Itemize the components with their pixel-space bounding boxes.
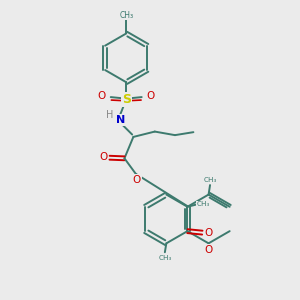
Text: O: O xyxy=(99,152,107,162)
Text: N: N xyxy=(116,115,125,125)
Text: O: O xyxy=(205,228,213,238)
Text: O: O xyxy=(146,91,155,101)
Text: CH₃: CH₃ xyxy=(203,177,217,183)
Text: CH₃: CH₃ xyxy=(196,201,210,207)
Text: O: O xyxy=(204,245,213,255)
Text: CH₃: CH₃ xyxy=(119,11,133,20)
Text: H: H xyxy=(106,110,113,120)
Text: O: O xyxy=(98,91,106,101)
Text: O: O xyxy=(133,175,141,185)
Text: S: S xyxy=(122,93,131,106)
Text: CH₃: CH₃ xyxy=(158,255,172,261)
